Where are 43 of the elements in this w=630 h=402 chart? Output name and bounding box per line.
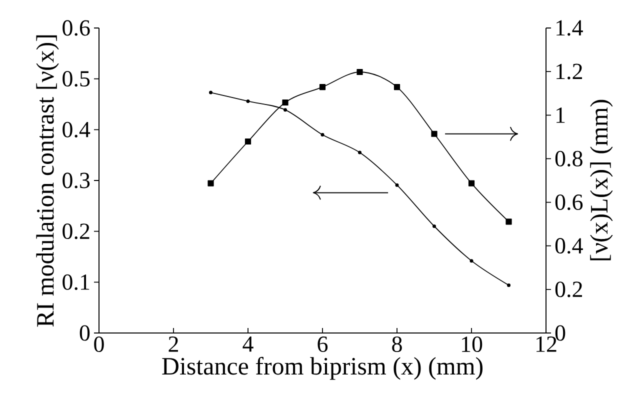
x-axis-title: Distance from biprism (x) (mm) <box>162 356 483 380</box>
point <box>432 224 436 228</box>
point <box>246 99 250 103</box>
point <box>209 90 212 94</box>
point <box>320 133 324 136</box>
point <box>507 283 511 287</box>
point <box>394 84 400 90</box>
point <box>358 150 362 154</box>
y2-axis-title: [ν(x)L(x)] (mm) <box>590 100 613 260</box>
x-tick-label: 6 <box>318 336 328 352</box>
point <box>470 259 474 263</box>
point <box>319 84 326 90</box>
point <box>244 138 252 145</box>
y2-tick-label: 1.2 <box>556 64 582 80</box>
x-tick-label: 12 <box>536 336 556 352</box>
x-tick-label: 4 <box>242 336 254 352</box>
y-tick-label: 0.5 <box>62 71 90 87</box>
point <box>468 180 475 186</box>
point <box>506 218 512 225</box>
x-tick-label: 2 <box>168 336 178 352</box>
point <box>282 99 288 106</box>
y-tick-label: 0 <box>80 325 90 341</box>
y-axis-title: RI modulation contrast [ν(x)] <box>36 35 59 327</box>
y2-tick-label: 1.4 <box>556 20 583 36</box>
y2-tick-label: 0.4 <box>555 238 583 254</box>
y2-tick-label: 0.6 <box>555 194 583 210</box>
y-tick-label: 0.2 <box>62 224 90 240</box>
y2-tick-label: 1 <box>556 108 565 123</box>
y-tick-label: 0.3 <box>62 172 90 188</box>
point <box>395 183 399 187</box>
x-tick-label: 10 <box>462 336 482 352</box>
y-tick-label: 0.1 <box>62 274 90 290</box>
y-tick-label: 0.4 <box>62 122 90 138</box>
y-tick-label: 0.6 <box>62 20 90 36</box>
y2-tick-label: 0 <box>555 325 566 341</box>
point <box>431 130 438 137</box>
point <box>356 68 363 76</box>
x-tick-label: 0 <box>94 336 104 352</box>
point <box>284 108 287 112</box>
y2-tick-label: 0.2 <box>555 282 582 298</box>
x-tick-label: 8 <box>392 336 402 352</box>
y2-tick-label: 0.8 <box>555 150 582 167</box>
point <box>208 180 214 186</box>
